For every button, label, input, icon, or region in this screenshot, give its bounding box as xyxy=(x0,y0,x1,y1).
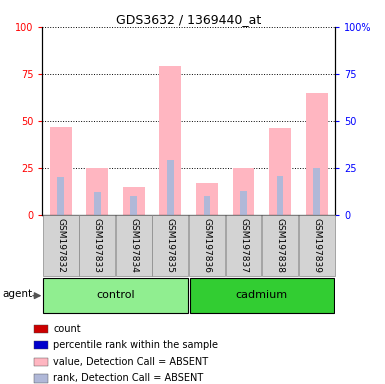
Bar xyxy=(57,177,64,215)
Bar xyxy=(226,215,261,276)
Text: GSM197836: GSM197836 xyxy=(203,218,211,273)
Bar xyxy=(34,374,48,383)
Bar xyxy=(306,93,328,215)
Bar xyxy=(167,161,174,215)
Bar xyxy=(190,278,334,313)
Bar xyxy=(189,215,225,276)
Bar xyxy=(131,196,137,215)
Bar xyxy=(123,187,145,215)
Bar xyxy=(79,215,115,276)
Bar xyxy=(233,168,254,215)
Text: GSM197839: GSM197839 xyxy=(312,218,321,273)
Text: GSM197838: GSM197838 xyxy=(276,218,285,273)
Text: count: count xyxy=(53,324,81,334)
Text: GSM197833: GSM197833 xyxy=(93,218,102,273)
Text: agent: agent xyxy=(2,289,32,299)
Bar xyxy=(34,324,48,333)
Text: value, Detection Call = ABSENT: value, Detection Call = ABSENT xyxy=(53,357,208,367)
Bar xyxy=(152,215,188,276)
Text: GSM197835: GSM197835 xyxy=(166,218,175,273)
Bar xyxy=(34,358,48,366)
Text: cadmium: cadmium xyxy=(236,290,288,300)
Bar xyxy=(44,278,187,313)
Bar xyxy=(116,215,152,276)
Bar xyxy=(86,168,108,215)
Title: GDS3632 / 1369440_at: GDS3632 / 1369440_at xyxy=(116,13,261,26)
Bar xyxy=(299,215,335,276)
Bar xyxy=(313,168,320,215)
Text: GSM197837: GSM197837 xyxy=(239,218,248,273)
Bar xyxy=(269,129,291,215)
Bar xyxy=(94,192,100,215)
Bar xyxy=(34,341,48,349)
Text: control: control xyxy=(96,290,135,300)
Bar xyxy=(240,190,247,215)
Text: GSM197834: GSM197834 xyxy=(129,218,138,273)
Bar xyxy=(277,175,283,215)
Bar xyxy=(50,127,72,215)
Text: GSM197832: GSM197832 xyxy=(56,218,65,273)
Text: percentile rank within the sample: percentile rank within the sample xyxy=(53,340,218,350)
Text: rank, Detection Call = ABSENT: rank, Detection Call = ABSENT xyxy=(53,374,204,384)
Bar xyxy=(204,196,210,215)
Bar xyxy=(159,66,181,215)
Bar xyxy=(262,215,298,276)
Bar xyxy=(43,215,79,276)
Bar xyxy=(196,183,218,215)
